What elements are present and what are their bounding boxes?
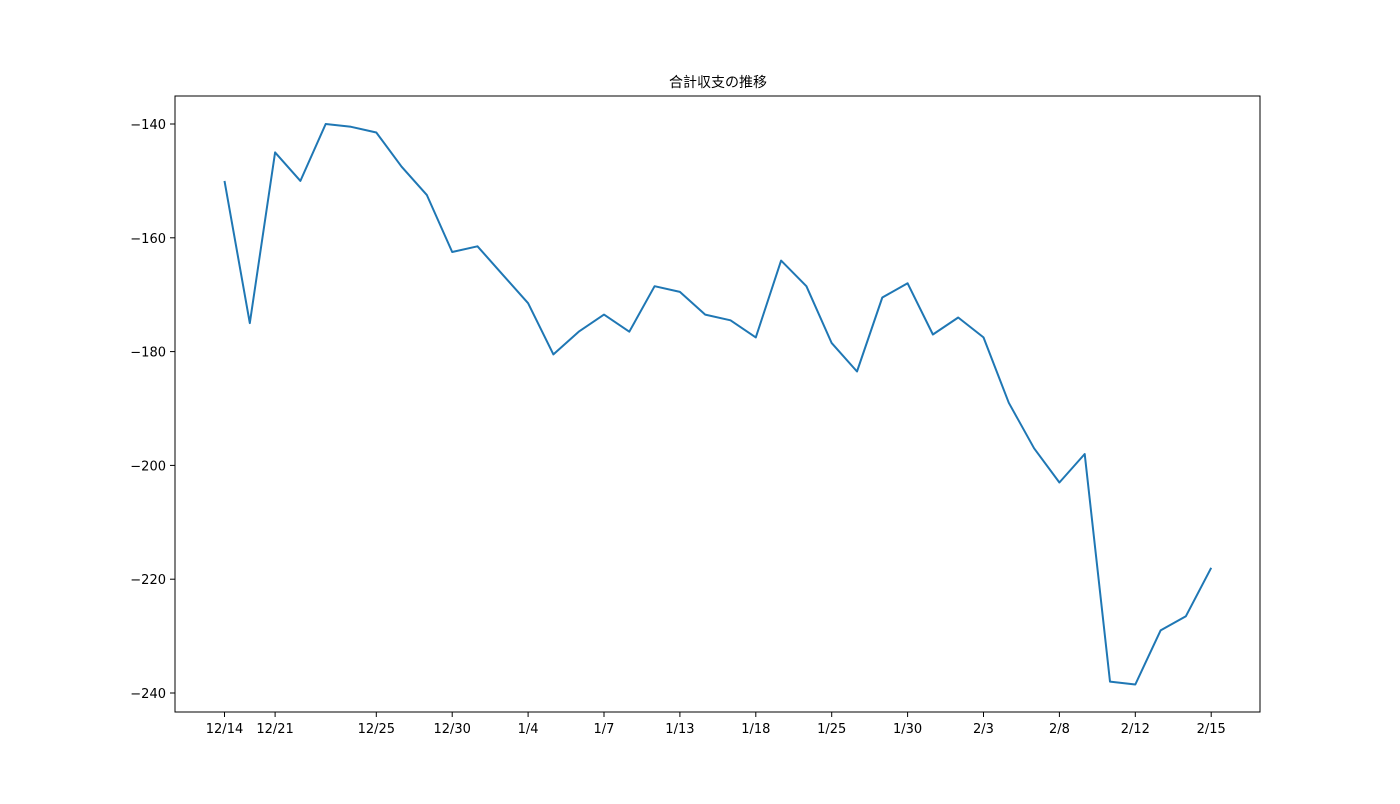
y-tick-label: −240 — [130, 687, 166, 702]
x-tick-label: 1/13 — [665, 722, 694, 737]
x-tick-label: 12/21 — [256, 722, 293, 737]
x-tick-label: 12/25 — [358, 722, 395, 737]
x-tick-label: 2/8 — [1049, 722, 1070, 737]
plot-area-frame — [174, 95, 1261, 713]
series-line — [223, 123, 1213, 686]
x-tick-label: 1/18 — [741, 722, 770, 737]
chart-title: 合計収支の推移 — [669, 75, 767, 91]
series-layer — [223, 123, 1213, 686]
x-tick-label: 12/14 — [206, 722, 243, 737]
x-tick-label: 2/12 — [1121, 722, 1150, 737]
x-tick-label: 2/3 — [973, 722, 994, 737]
y-axis: −140 −160 −180 −200 −220 −240 — [130, 118, 175, 702]
x-tick-label: 1/7 — [594, 722, 615, 737]
y-tick-label: −140 — [130, 118, 166, 133]
x-axis: 12/14 12/21 12/25 12/30 1/4 1/7 1/13 1/18 1/25 1/… — [206, 712, 1226, 737]
x-tick-label: 2/15 — [1197, 722, 1226, 737]
y-tick-label: −180 — [130, 346, 166, 361]
y-tick-label: −200 — [130, 459, 166, 474]
x-tick-label: 1/25 — [817, 722, 846, 737]
y-tick-label: −160 — [130, 232, 166, 247]
x-tick-label: 1/4 — [518, 722, 539, 737]
x-tick-label: 1/30 — [893, 722, 922, 737]
x-tick-label: 12/30 — [433, 722, 470, 737]
y-tick-label: −220 — [130, 573, 166, 588]
